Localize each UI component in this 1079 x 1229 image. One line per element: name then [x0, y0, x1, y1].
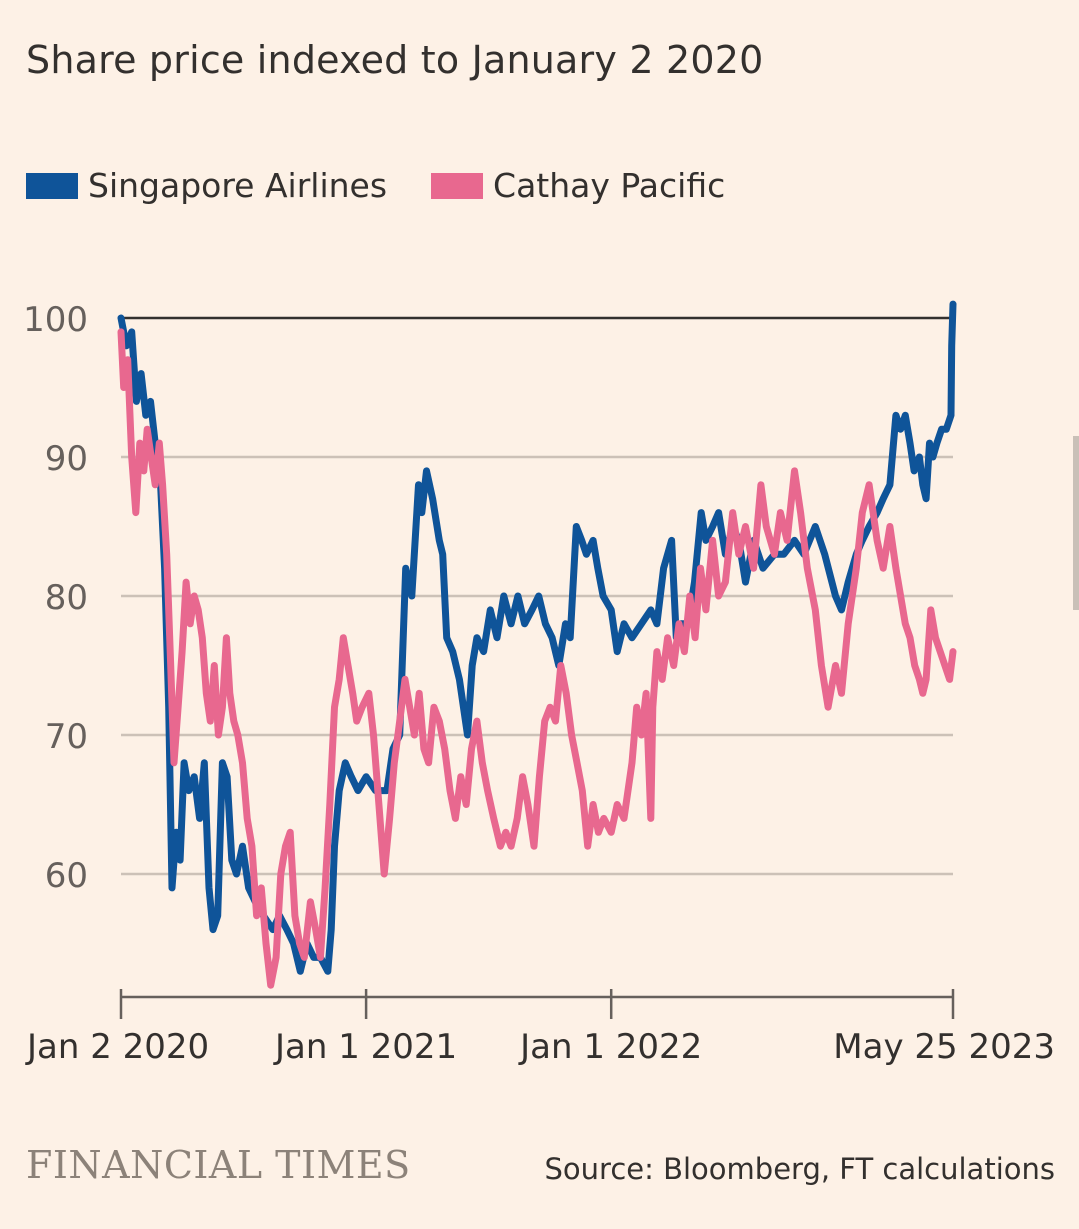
legend-label-singapore-airlines: Singapore Airlines: [88, 166, 388, 205]
chart-title: Share price indexed to January 2 2020: [26, 38, 764, 82]
brand-logo: FINANCIAL TIMES: [26, 1143, 411, 1187]
series-line-cathay-pacific: [117, 328, 957, 989]
x-axis: [119, 989, 955, 1019]
series-lines: [117, 300, 957, 989]
source-note: Source: Bloomberg, FT calculations: [544, 1152, 1055, 1186]
y-tick-label-90: 90: [45, 439, 88, 479]
y-tick-label-60: 60: [45, 856, 88, 896]
legend-swatch-cathay-pacific: [431, 172, 484, 199]
x-tick-label-0: Jan 2 2020: [25, 1027, 209, 1067]
y-axis-labels: 100 90 80 70 60: [23, 300, 88, 896]
x-tick-label-3: May 25 2023: [833, 1027, 1055, 1067]
legend-label-cathay-pacific: Cathay Pacific: [493, 166, 726, 205]
x-tick-label-2: Jan 1 2022: [518, 1027, 702, 1067]
series-line-singapore-airlines: [117, 300, 957, 975]
x-axis-labels: Jan 2 2020 Jan 1 2021 Jan 1 2022 May 25 202…: [25, 1027, 1055, 1067]
chart-legend: Singapore Airlines Cathay Pacific: [26, 166, 769, 205]
y-tick-label-100: 100: [23, 300, 88, 340]
scroll-edge-indicator: [1073, 436, 1079, 610]
y-tick-label-80: 80: [45, 578, 88, 618]
y-tick-label-70: 70: [45, 717, 88, 757]
legend-item-singapore-airlines: Singapore Airlines: [26, 166, 387, 205]
legend-item-cathay-pacific: Cathay Pacific: [431, 166, 725, 205]
x-tick-label-1: Jan 1 2021: [273, 1027, 457, 1067]
line-chart: 100 90 80 70 60 Jan 2 2020 Jan 1 2021 Jan 1 20…: [23, 300, 1055, 1067]
legend-swatch-singapore-airlines: [26, 172, 78, 199]
